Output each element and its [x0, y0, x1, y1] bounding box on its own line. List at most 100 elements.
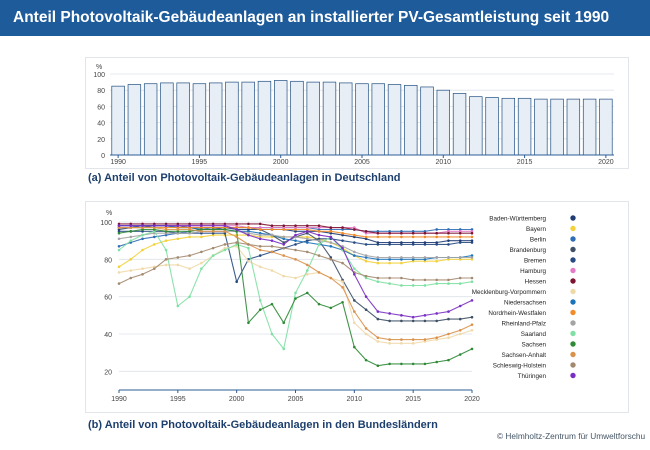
data-point — [353, 254, 356, 257]
legend-label: Bayern — [526, 226, 546, 233]
legend-label: Hessen — [525, 279, 547, 286]
data-point — [282, 321, 286, 325]
data-point — [447, 278, 450, 282]
x-tick-label: 2005 — [354, 159, 370, 166]
data-point — [294, 239, 297, 242]
data-point — [364, 259, 368, 263]
copyright-notice: © Helmholtz-Zentrum für Umweltforschu — [497, 431, 646, 441]
data-point — [129, 235, 133, 239]
page-title: Anteil Photovoltaik-Gebäudeanlagen an in… — [0, 0, 650, 36]
data-point — [435, 278, 439, 282]
data-point — [188, 224, 191, 228]
data-point — [141, 228, 144, 231]
data-point — [270, 244, 274, 248]
data-point — [470, 276, 474, 280]
data-point — [400, 230, 403, 233]
data-point — [117, 228, 121, 231]
data-point — [341, 239, 344, 242]
data-point — [294, 258, 297, 261]
y-tick-label: 80 — [97, 88, 105, 95]
data-point — [117, 248, 121, 252]
data-point — [317, 228, 321, 231]
data-point — [235, 243, 238, 246]
data-point — [258, 228, 262, 231]
bar — [306, 81, 320, 156]
chart-a-panel: 0 20 40 60 80 100% 1990 1995 2000 2005 2010 2015 202… — [85, 57, 629, 169]
data-point — [435, 338, 439, 341]
data-point — [294, 233, 297, 237]
data-point — [458, 256, 462, 259]
data-point — [388, 282, 391, 285]
data-point — [470, 315, 474, 319]
data-point — [458, 353, 462, 356]
x-tick-label: 2010 — [347, 396, 363, 403]
data-point — [153, 228, 156, 231]
bar — [436, 89, 450, 156]
data-point — [188, 228, 191, 231]
data-point — [423, 278, 427, 282]
data-point — [435, 241, 439, 244]
data-point — [470, 231, 474, 235]
data-point — [305, 231, 309, 235]
legend-label: Bremen — [524, 258, 547, 265]
data-point — [153, 230, 156, 233]
data-point — [329, 231, 333, 235]
data-point — [470, 323, 474, 326]
data-point — [400, 362, 403, 366]
data-point — [470, 256, 474, 259]
y-tick-label: 0 — [101, 153, 105, 160]
data-point — [458, 235, 462, 239]
data-point — [411, 319, 415, 323]
data-point — [423, 338, 427, 341]
data-point — [388, 231, 391, 235]
legend-marker — [570, 320, 576, 326]
data-point — [470, 241, 474, 244]
data-point — [153, 267, 156, 270]
bar — [550, 98, 564, 156]
data-point — [153, 224, 156, 228]
data-point — [211, 231, 215, 235]
data-point — [247, 222, 250, 226]
data-point — [282, 246, 286, 250]
data-point — [317, 226, 321, 229]
data-point — [305, 269, 309, 272]
data-point — [305, 263, 309, 267]
data-point — [317, 233, 321, 237]
data-point — [176, 231, 180, 235]
data-point — [294, 248, 297, 252]
data-point — [364, 295, 368, 298]
data-point — [305, 250, 309, 254]
data-point — [188, 267, 191, 270]
legend-label: Nordrhein-Westfalen — [488, 310, 546, 317]
data-point — [376, 256, 380, 259]
x-tick-label: 2015 — [517, 159, 533, 166]
data-point — [200, 230, 203, 233]
y-tick-label: 100 — [100, 220, 112, 227]
bar — [241, 81, 255, 156]
bar — [111, 85, 125, 156]
data-point — [141, 230, 144, 233]
data-point — [470, 228, 474, 231]
data-point — [235, 241, 238, 244]
data-point — [364, 237, 368, 241]
data-point — [188, 222, 191, 226]
data-point — [141, 267, 144, 270]
data-point — [388, 312, 391, 315]
data-point — [188, 230, 191, 233]
data-point — [211, 222, 215, 226]
data-point — [129, 276, 133, 280]
caption-a: (a) Anteil von Photovoltaik-Gebäudeanlag… — [88, 172, 401, 184]
data-point — [388, 362, 391, 366]
legend-label: Berlin — [530, 237, 547, 244]
data-point — [341, 261, 344, 265]
data-point — [294, 224, 297, 228]
data-point — [376, 231, 380, 235]
data-point — [247, 233, 250, 237]
data-point — [164, 263, 168, 267]
data-point — [388, 342, 391, 345]
bar — [534, 98, 548, 156]
data-point — [317, 271, 321, 274]
data-point — [435, 243, 439, 246]
bar — [208, 82, 223, 156]
data-point — [376, 280, 380, 284]
